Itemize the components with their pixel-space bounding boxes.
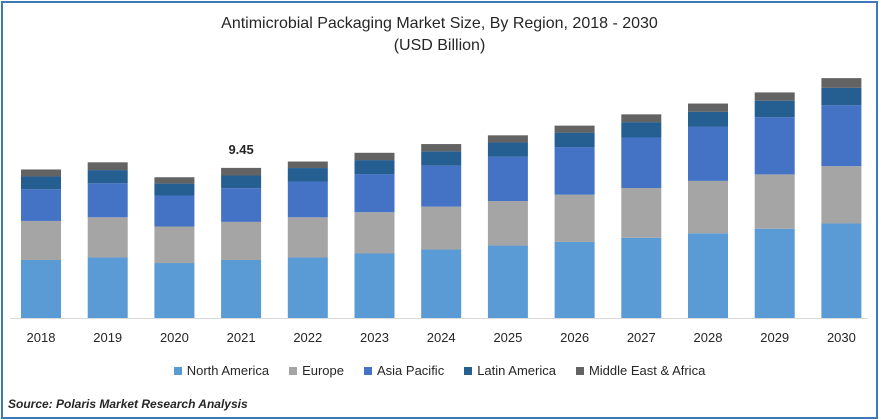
bar-segment-2024-europe: [421, 206, 462, 250]
x-tick-label: 2021: [227, 330, 256, 345]
bar-segment-2022-asia-pacific: [287, 181, 328, 218]
x-tick-label: 2018: [27, 330, 56, 345]
legend-label: North America: [186, 363, 270, 378]
bar-segment-2029-north-america: [754, 228, 795, 318]
x-tick-label: 2028: [694, 330, 723, 345]
bar-segment-2025-middle-east-africa: [487, 135, 528, 143]
source-note: Source: Polaris Market Research Analysis: [8, 397, 248, 411]
bar-segment-2018-north-america: [21, 260, 61, 318]
bar-segment-2026-asia-pacific: [554, 147, 595, 195]
bar-segment-2018-middle-east-africa: [21, 169, 61, 177]
legend-label: Latin America: [477, 363, 556, 378]
bar-segment-2026-middle-east-africa: [554, 125, 595, 133]
bar-segment-2019-europe: [87, 217, 128, 258]
bar-segment-2026-north-america: [554, 241, 595, 318]
x-tick-label: 2020: [160, 330, 189, 345]
bar-segment-2030-middle-east-africa: [821, 78, 862, 88]
legend-swatch: [364, 366, 372, 375]
x-tick-label: 2022: [293, 330, 322, 345]
bar-segment-2020-latin-america: [154, 183, 195, 196]
bar-segment-2026-latin-america: [554, 132, 595, 148]
legend-item-asia-pacific: Asia Pacific: [364, 363, 444, 378]
bar-segment-2023-middle-east-africa: [354, 152, 395, 161]
bar-segment-2022-europe: [287, 217, 328, 258]
bar-segment-2027-north-america: [621, 237, 662, 318]
bar-segment-2024-latin-america: [421, 151, 462, 166]
bar-segment-2024-middle-east-africa: [421, 144, 462, 152]
bar-segment-2029-latin-america: [754, 100, 795, 118]
legend-label: Middle East & Africa: [588, 363, 706, 378]
bar-segment-2022-north-america: [287, 257, 328, 318]
x-tick-label: 2030: [827, 330, 856, 345]
x-tick-label: 2027: [627, 330, 656, 345]
chart-title: Antimicrobial Packaging Market Size, By …: [221, 15, 658, 32]
bar-segment-2027-latin-america: [621, 122, 662, 138]
legend-label: Europe: [302, 363, 344, 378]
bar-segment-2020-middle-east-africa: [154, 177, 195, 184]
data-label: 9.45: [228, 142, 253, 157]
legend-item-latin-america: Latin America: [464, 363, 556, 378]
bar-segment-2021-middle-east-africa: [221, 167, 262, 176]
x-tick-label: 2025: [493, 330, 522, 345]
legend-swatch: [464, 366, 473, 375]
bar-segment-2027-europe: [621, 188, 662, 238]
bar-segment-2021-europe: [221, 221, 262, 261]
bar-segment-2030-europe: [821, 166, 862, 224]
legend-label: Asia Pacific: [377, 363, 445, 378]
bar-segment-2022-middle-east-africa: [287, 161, 328, 169]
bar-segment-2030-latin-america: [821, 87, 862, 106]
bar-segment-2023-north-america: [354, 253, 395, 318]
bar-segment-2023-latin-america: [354, 160, 395, 175]
legend-item-north-america: North America: [173, 363, 270, 378]
bar-segment-2024-north-america: [421, 249, 462, 318]
bar-segment-2022-latin-america: [287, 168, 328, 182]
x-tick-label: 2029: [760, 330, 789, 345]
legend-swatch: [173, 366, 182, 375]
x-tick-label: 2026: [560, 330, 589, 345]
legend-item-middle-east-africa: Middle East & Africa: [575, 363, 706, 378]
chart-subtitle: (USD Billion): [393, 37, 486, 54]
legend-swatch: [575, 366, 584, 375]
bar-segment-2018-latin-america: [21, 176, 61, 190]
x-tick-label: 2019: [93, 330, 122, 345]
bar-segment-2018-europe: [21, 220, 61, 261]
bar-segment-2028-middle-east-africa: [688, 103, 728, 112]
bar-segment-2025-latin-america: [487, 142, 528, 157]
bar-segment-2019-asia-pacific: [87, 183, 128, 218]
bar-segment-2019-north-america: [87, 257, 128, 318]
bar-segment-2029-asia-pacific: [754, 117, 795, 175]
bar-segment-2025-north-america: [487, 245, 528, 318]
bar-segment-2025-asia-pacific: [487, 156, 528, 202]
bar-segment-2028-asia-pacific: [688, 126, 728, 181]
bar-segment-2018-asia-pacific: [21, 189, 61, 221]
legend-item-europe: Europe: [289, 363, 344, 378]
bar-segment-2020-asia-pacific: [154, 195, 195, 227]
bar-segment-2021-latin-america: [221, 175, 262, 189]
bar-segment-2027-asia-pacific: [621, 137, 662, 189]
bar-segment-2028-latin-america: [688, 111, 728, 127]
x-tick-label: 2023: [360, 330, 389, 345]
bar-segment-2029-middle-east-africa: [754, 92, 795, 101]
bar-segment-2023-asia-pacific: [354, 174, 395, 213]
bar-segment-2028-north-america: [688, 233, 728, 318]
x-tick-label: 2024: [427, 330, 456, 345]
bar-segment-2025-europe: [487, 201, 528, 246]
bar-segment-2019-middle-east-africa: [87, 162, 128, 171]
bar-segment-2020-europe: [154, 226, 195, 264]
bar-segment-2030-north-america: [821, 223, 862, 318]
legend-swatch: [289, 366, 298, 375]
bar-segment-2028-europe: [688, 180, 728, 234]
bar-segment-2026-europe: [554, 194, 595, 242]
bar-segment-2019-latin-america: [87, 170, 128, 184]
bar-segment-2024-asia-pacific: [421, 165, 462, 207]
bar-segment-2030-asia-pacific: [821, 105, 862, 167]
bar-segment-2023-europe: [354, 212, 395, 254]
bar-segment-2021-north-america: [221, 260, 262, 318]
bar-segment-2021-asia-pacific: [221, 188, 262, 222]
bar-segment-2020-north-america: [154, 263, 195, 318]
chart-legend: North America Europe Asia Pacific Latin Ame…: [0, 363, 879, 378]
bar-segment-2029-europe: [754, 174, 795, 229]
bar-segment-2027-middle-east-africa: [621, 114, 662, 123]
